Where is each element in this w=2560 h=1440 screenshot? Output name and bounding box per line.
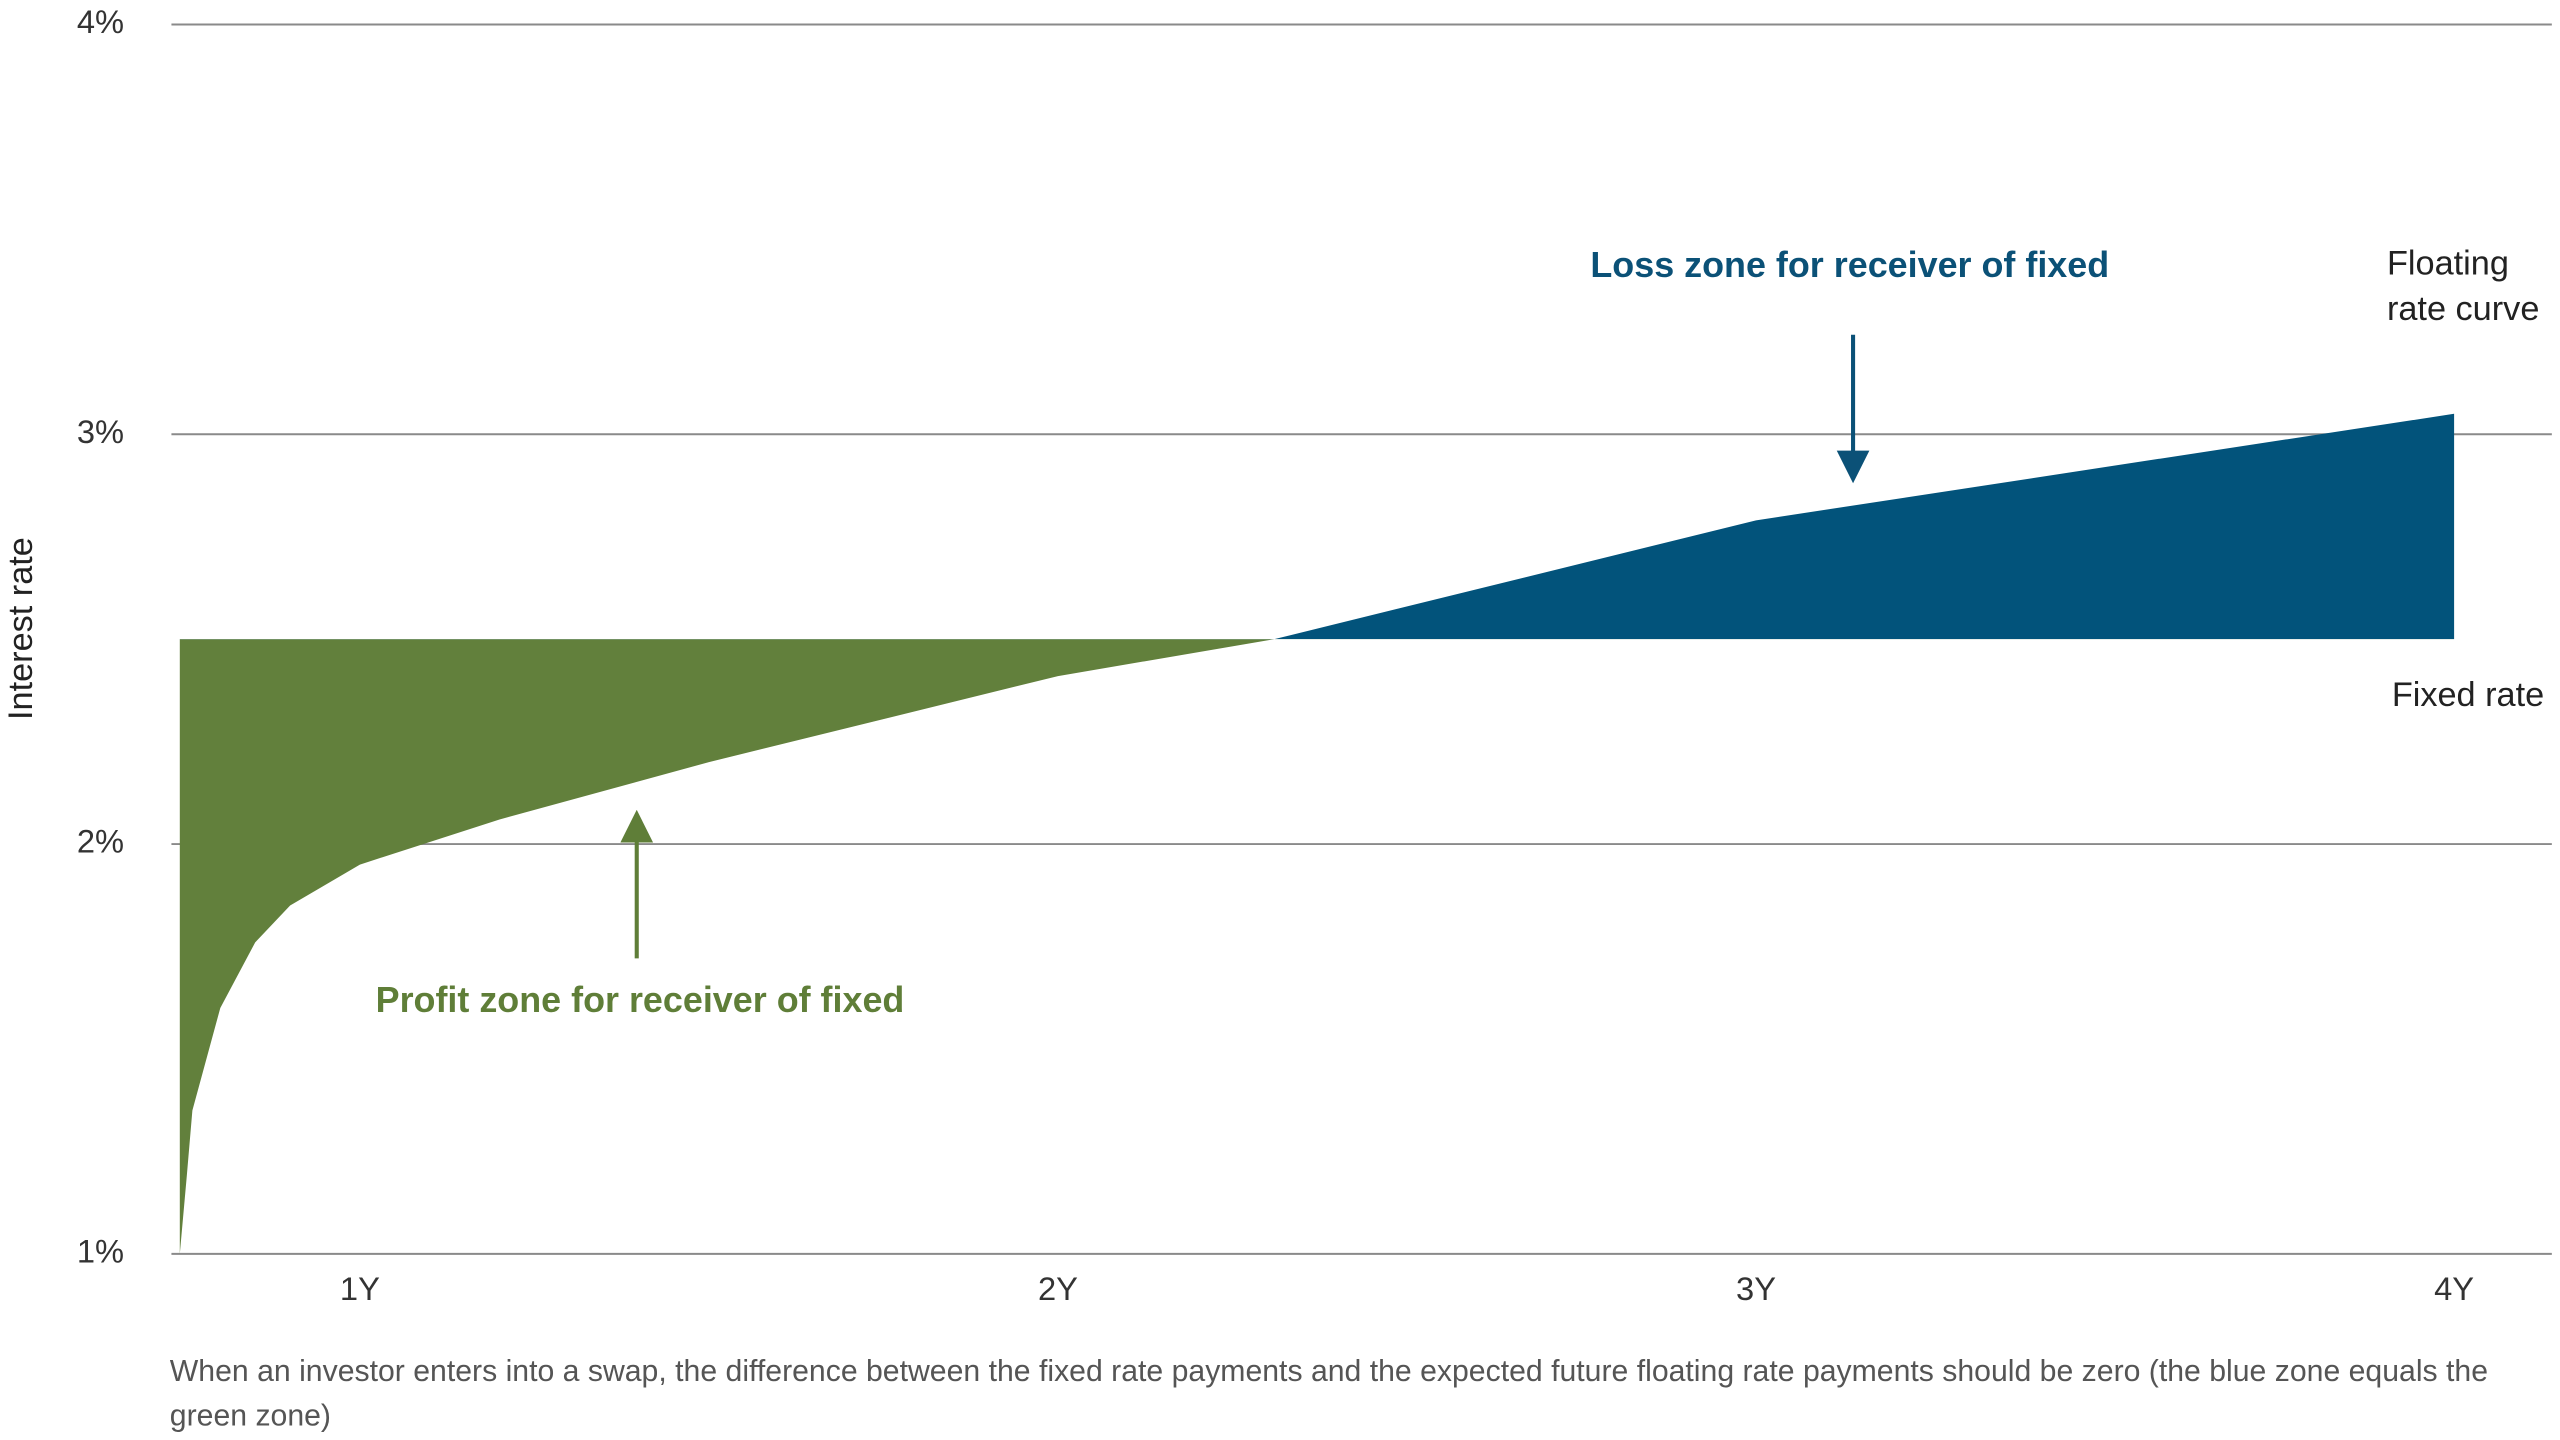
areas <box>179 413 2455 1254</box>
fixed-rate-label: Fixed rate <box>2392 676 2544 714</box>
floating-label: Floating rate curve <box>2386 244 2540 329</box>
y-tick-label: 2% <box>77 823 124 860</box>
caption: When an investor enters into a swap, the… <box>169 1353 2489 1432</box>
annotation: Profit zone for receiver of fixed <box>376 979 905 1020</box>
x-tick-label: 2Y <box>1038 1270 1078 1307</box>
profit-area <box>179 639 2455 1254</box>
loss-area <box>1274 413 2455 640</box>
x-tick-label: 4Y <box>2434 1270 2474 1307</box>
x-tick-label: 3Y <box>1736 1270 1776 1307</box>
x-tick-label: 1Y <box>340 1270 380 1307</box>
y-tick-label: 1% <box>77 1233 124 1270</box>
caption-box: When an investor enters into a swap, the… <box>169 1353 2489 1432</box>
annotation: Loss zone for receiver of fixed <box>1590 244 2109 285</box>
y-tick-label: 3% <box>77 413 124 450</box>
y-tick-label: 4% <box>77 3 124 40</box>
grid: 1% 2% 3% 4% 1Y 2Y 3Y 4Y <box>77 3 2552 1307</box>
floating-label-box: Floating rate curve <box>2386 244 2540 329</box>
y-axis-label: Interest rate <box>2 537 40 720</box>
